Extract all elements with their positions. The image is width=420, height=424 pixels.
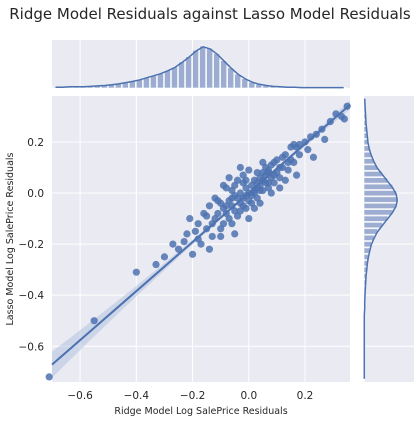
scatter-point	[194, 235, 202, 243]
scatter-point	[160, 253, 169, 261]
scatter-point	[225, 174, 233, 182]
scatter-point	[45, 373, 53, 381]
marginal-y-bar	[363, 190, 397, 197]
scatter-points	[45, 102, 351, 381]
scatter-point	[233, 176, 242, 184]
main-grid	[52, 96, 350, 382]
marginal-y-bar	[363, 202, 397, 209]
scatter-point	[203, 212, 211, 220]
chart-title: Ridge Model Residuals against Lasso Mode…	[9, 5, 411, 23]
marginal-x-bar	[150, 75, 157, 89]
marginal-y-bar	[363, 183, 394, 190]
scatter-point	[270, 179, 278, 187]
marginal-x-bar	[185, 56, 192, 89]
marginal-y-kde	[363, 98, 399, 379]
scatter-point	[278, 153, 287, 161]
y-tick-label: −0.4	[19, 290, 45, 302]
scatter-point	[242, 176, 250, 184]
marginal-x-bar	[157, 73, 164, 89]
marginal-y-bar	[363, 222, 384, 229]
marginal-x-bar	[171, 66, 178, 89]
scatter-point	[292, 171, 301, 179]
scatter-point	[132, 268, 140, 276]
scatter-point	[276, 184, 284, 192]
scatter-point	[188, 250, 197, 258]
marginal-x-bar	[213, 53, 220, 89]
scatter-point	[219, 181, 228, 189]
x-tick-label: −0.2	[180, 390, 206, 402]
scatter-point	[169, 240, 177, 248]
scatter-point	[205, 202, 214, 210]
marginal-y-bar	[363, 215, 389, 222]
y-tick-label: −0.2	[19, 239, 45, 251]
scatter-point	[231, 230, 239, 238]
scatter-point	[236, 163, 244, 172]
scatter-point	[191, 227, 199, 235]
x-tick-label: 0.0	[240, 390, 257, 402]
scatter-point	[183, 230, 191, 238]
scatter-point	[180, 237, 188, 246]
scatter-point	[304, 146, 312, 154]
x-tick-label: −0.6	[67, 390, 93, 402]
scatter-point	[152, 260, 160, 269]
scatter-point	[256, 186, 264, 195]
marginal-y-bar	[363, 228, 378, 235]
scatter-point	[309, 153, 318, 161]
scatter-point	[281, 176, 289, 184]
scatter-point	[205, 245, 214, 253]
marginal-y-bar	[363, 177, 389, 184]
marginal-x-histogram	[51, 45, 347, 89]
y-tick-label: −0.6	[19, 341, 45, 353]
scatter-point	[228, 220, 236, 228]
x-tick-label: −0.4	[124, 390, 150, 402]
scatter-point	[276, 174, 284, 182]
scatter-point	[256, 199, 264, 207]
marginal-x-bar	[206, 47, 213, 89]
scatter-point	[217, 232, 225, 241]
y-tick-label: 0.0	[27, 188, 44, 200]
marginal-x-kde	[55, 45, 344, 89]
marginal-x-bar	[178, 61, 185, 89]
x-axis-ticks: −0.6 −0.4 −0.2 0.0 0.2	[67, 390, 313, 402]
scatter-point	[214, 197, 222, 205]
scatter-point	[295, 151, 303, 159]
regression-line	[51, 104, 351, 366]
scatter-point	[245, 214, 253, 223]
scatter-point	[219, 220, 228, 228]
scatter-point	[340, 115, 348, 123]
scatter-point	[248, 199, 256, 207]
y-axis-ticks: −0.6 −0.4 −0.2 0.0 0.2	[19, 137, 45, 353]
marginal-x-bar	[192, 49, 199, 89]
scatter-point	[186, 214, 194, 223]
marginal-x-bar	[220, 60, 228, 89]
x-axis-label: Ridge Model Log SalePrice Residuals	[114, 406, 287, 417]
scatter-point	[250, 189, 259, 197]
marginal-y-bar	[363, 209, 394, 216]
scatter-point	[236, 207, 244, 215]
scatter-point	[222, 202, 230, 210]
scatter-point	[245, 166, 253, 174]
scatter-point	[321, 135, 329, 144]
scatter-point	[270, 158, 278, 166]
scatter-point	[174, 245, 183, 253]
scatter-point	[264, 179, 273, 187]
marginal-y-histogram	[363, 95, 399, 382]
scatter-point	[253, 169, 261, 177]
scatter-point	[214, 209, 222, 218]
scatter-point	[194, 220, 202, 228]
scatter-point	[267, 189, 275, 197]
scatter-point	[90, 317, 98, 325]
marginal-x-bar	[199, 45, 206, 89]
x-tick-label: 0.2	[297, 390, 314, 402]
marginal-x-bar	[227, 67, 235, 89]
y-tick-label: 0.2	[27, 137, 44, 149]
scatter-point	[208, 232, 216, 241]
scatter-point	[284, 166, 292, 174]
marginal-x-bar	[164, 70, 171, 89]
scatter-point	[231, 191, 239, 200]
y-axis-label: Lasso Model Log SalePrice Residuals	[5, 152, 16, 325]
marginal-y-bar	[363, 196, 399, 203]
scatter-point	[290, 140, 298, 149]
